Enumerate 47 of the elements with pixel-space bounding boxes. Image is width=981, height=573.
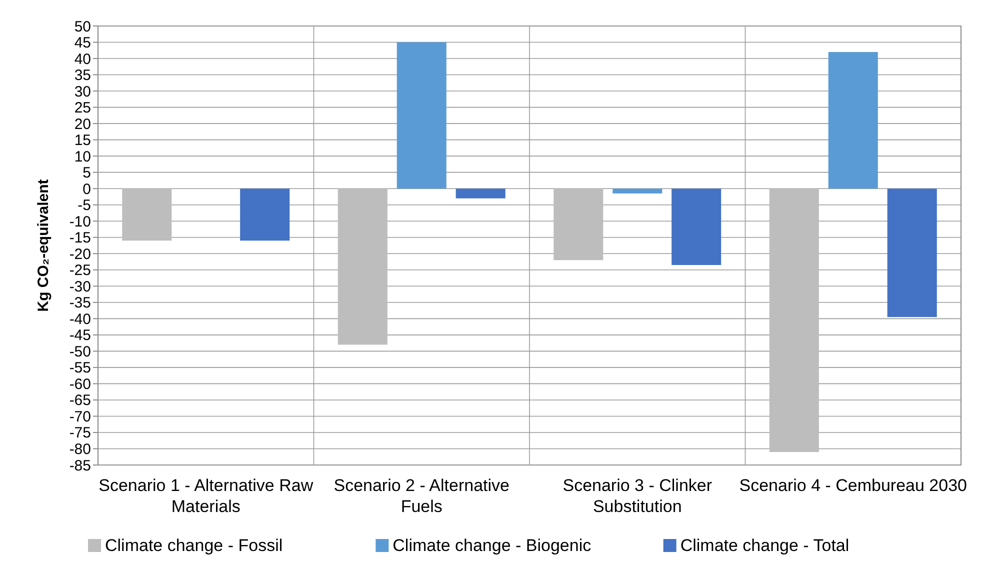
y-tick-label: -35 <box>69 294 91 312</box>
y-tick-label: 30 <box>74 83 91 100</box>
x-tick-label: Scenario 2 - Alternative Fuels <box>334 476 510 516</box>
y-tick-label: -60 <box>69 376 91 393</box>
y-tick-label: -55 <box>69 360 91 377</box>
y-tick-label: -50 <box>69 343 91 360</box>
bar <box>554 188 604 260</box>
legend-label: Climate change - Biogenic <box>392 536 592 555</box>
y-tick-label: -5 <box>78 197 91 214</box>
bar <box>396 42 446 189</box>
x-tick-label: Scenario 4 - Cembureau 2030 <box>739 476 967 495</box>
y-tick-label: -20 <box>69 246 91 263</box>
y-tick-label: 35 <box>74 67 91 84</box>
y-tick-label: -25 <box>69 262 91 280</box>
y-axis-title: Kg CO₂-equivalent <box>35 179 52 312</box>
y-tick-label: 20 <box>74 116 91 133</box>
bar <box>612 188 662 194</box>
y-tick-label: 50 <box>74 18 91 36</box>
bar <box>122 188 172 241</box>
y-tick-label: -75 <box>69 424 91 442</box>
y-tick-label: 25 <box>74 100 91 117</box>
x-tick-label: Scenario 3 - Clinker Substitution <box>562 476 712 516</box>
bar <box>887 188 937 318</box>
y-tick-label: -40 <box>69 310 91 328</box>
y-tick-label: -85 <box>69 457 91 474</box>
y-tick-label: 10 <box>74 148 91 166</box>
y-tick-label: -10 <box>69 213 91 230</box>
y-tick-label: -30 <box>69 278 91 296</box>
y-tick-label: 15 <box>74 132 91 150</box>
y-tick-label: -45 <box>69 327 91 344</box>
y-tick-label: -70 <box>69 408 91 426</box>
y-tick-label: -80 <box>69 440 91 458</box>
legend-label: Climate change - Total <box>680 536 850 555</box>
bar <box>672 188 722 266</box>
y-tick-label: 45 <box>74 34 91 52</box>
bar <box>828 52 878 189</box>
y-tick-label: -65 <box>69 392 91 410</box>
bar <box>338 188 388 345</box>
y-tick-label: -15 <box>69 230 91 247</box>
bar <box>456 188 506 198</box>
y-tick-label: 40 <box>74 50 91 68</box>
y-tick-label: 0 <box>82 180 91 198</box>
x-tick-label: Scenario 1 - Alternative Raw Materials <box>98 476 314 516</box>
bar <box>240 188 290 241</box>
bar <box>769 188 819 452</box>
legend-label: Climate change - Fossil <box>105 536 283 555</box>
y-tick-label: 5 <box>82 164 91 182</box>
